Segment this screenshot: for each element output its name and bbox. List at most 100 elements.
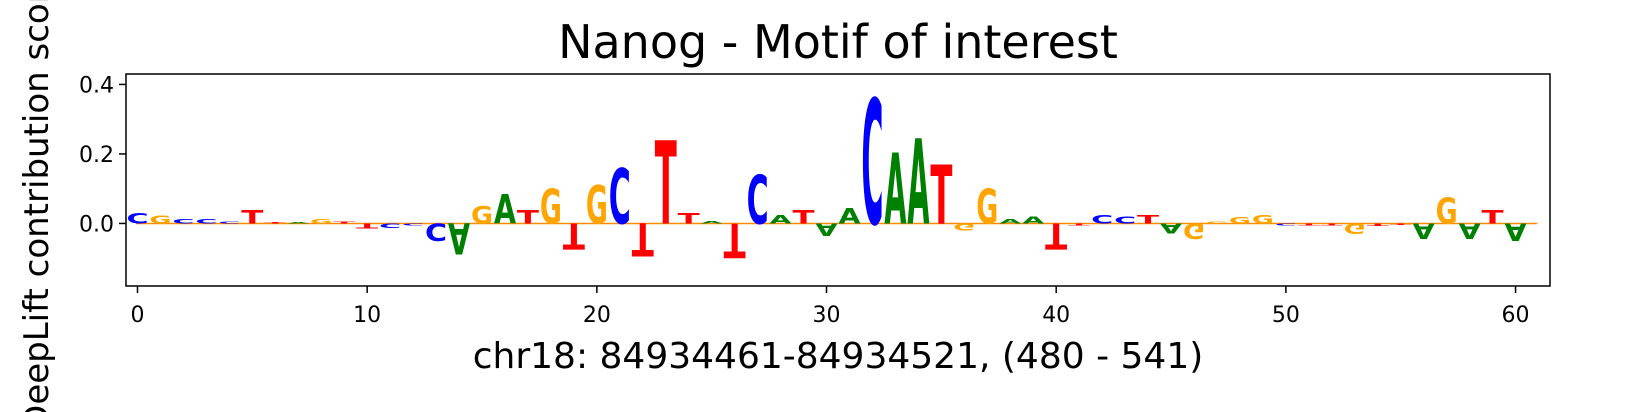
logo-letter-T-pos-19: T — [563, 214, 586, 256]
logo-letter-T-pos-24: T — [678, 210, 700, 227]
y-tick-label: 0.2 — [79, 143, 114, 168]
logo-letter-G-pos-18: G — [540, 180, 562, 235]
logo-letter-C-pos-27: C — [747, 163, 769, 240]
logo-letter-glyph: C — [1275, 223, 1297, 226]
logo-letter-T-pos-54: T — [1367, 222, 1389, 226]
y-axis-title-group: DeepLift contribution score — [17, 0, 57, 412]
logo-letter-A-pos-31: A — [838, 204, 861, 229]
logo-letter-C-pos-4: C — [218, 221, 240, 224]
logo-letter-glyph: T — [1482, 206, 1504, 228]
logo-letter-glyph: T — [517, 206, 539, 228]
logo-letter-G-pos-8: G — [310, 218, 332, 225]
logo-letter-glyph: T — [1137, 212, 1160, 226]
logo-letter-glyph: T — [563, 214, 586, 256]
logo-letter-glyph: C — [425, 217, 447, 244]
logo-letter-glyph: C — [402, 223, 424, 226]
logo-letter-glyph: T — [1321, 223, 1344, 226]
logo-letter-glyph: G — [149, 214, 171, 226]
logo-letter-G-pos-48: G — [1229, 216, 1251, 226]
logo-letter-C-pos-50: C — [1275, 223, 1297, 226]
logo-letter-glyph: T — [264, 222, 287, 224]
logo-letter-G-pos-36: G — [953, 221, 975, 232]
logo-letter-A-pos-39: A — [1022, 215, 1045, 226]
y-axis-title: DeepLift contribution score — [17, 0, 57, 412]
logo-letter-glyph: C — [195, 218, 217, 225]
logo-letter-T-pos-10: T — [356, 222, 378, 231]
logo-letter-glyph: A — [1160, 220, 1183, 236]
logo-letter-glyph: T — [356, 222, 378, 231]
logo-letter-glyph: G — [471, 201, 493, 229]
chart-title: Nanog - Motif of interest — [558, 15, 1118, 69]
x-tick-label: 20 — [583, 303, 611, 328]
logo-letter-G-pos-20: G — [586, 174, 608, 236]
logo-letter-A-pos-58: A — [1459, 218, 1482, 243]
logo-letter-glyph: T — [241, 206, 263, 228]
logo-letter-G-pos-15: G — [471, 201, 493, 229]
logo-letter-T-pos-52: T — [1321, 223, 1344, 226]
logo-letter-C-pos-0: C — [126, 210, 148, 227]
axes-frame — [125, 73, 1551, 287]
logo-letter-glyph: A — [838, 204, 861, 229]
logo-letter-glyph: G — [540, 180, 562, 235]
logo-letter-C-pos-11: C — [379, 222, 401, 229]
x-tick-label: 10 — [353, 303, 381, 328]
logo-letter-T-pos-51: T — [1298, 223, 1321, 226]
logo-letter-glyph: A — [1505, 217, 1528, 244]
logo-letter-T-pos-9: T — [333, 221, 356, 224]
x-tick-label: 0 — [130, 303, 144, 328]
logo-letter-glyph: C — [1091, 213, 1113, 227]
logo-letter-glyph: C — [172, 218, 194, 225]
logo-letter-A-pos-38: A — [999, 218, 1021, 225]
logo-letter-glyph: A — [907, 116, 929, 252]
logo-letter-A-pos-30: A — [815, 219, 837, 239]
logo-letter-glyph: A — [999, 218, 1021, 225]
logo-letter-glyph: T — [678, 210, 700, 227]
logo-letter-C-pos-32: C — [861, 66, 883, 265]
logo-letter-A-pos-34: A — [907, 116, 929, 252]
x-tick-label: 60 — [1502, 303, 1530, 328]
logo-letter-C-pos-3: C — [195, 218, 217, 225]
logo-letter-glyph: T — [1367, 222, 1389, 226]
logo-letter-glyph: T — [1390, 223, 1413, 225]
y-tick-label: 0.4 — [79, 73, 114, 98]
logo-letter-C-pos-42: C — [1091, 213, 1113, 227]
x-tick-label: 30 — [813, 303, 841, 328]
y-axis-ticks: 0.0 0.2 0.4 — [79, 73, 126, 237]
logo-letter-C-pos-21: C — [609, 152, 631, 241]
logo-letter-A-pos-16: A — [494, 188, 516, 234]
logo-letter-glyph: T — [655, 117, 677, 250]
plot-area: C G C C C T T A G T T C C C A G A T G T G C T T T A T C A TAA C A A T G G A A… — [126, 66, 1538, 268]
logo-letter-T-pos-41: T — [1068, 223, 1091, 226]
logo-letter-glyph: G — [1436, 192, 1458, 233]
logo-letter-glyph: T — [1068, 223, 1091, 226]
logo-letter-glyph: A — [494, 188, 516, 234]
logo-letter-C-pos-12: C — [402, 223, 424, 226]
logo-letter-G-pos-1: G — [149, 214, 171, 226]
x-axis-ticks: 0 10 20 30 40 50 60 — [130, 286, 1530, 328]
logo-letter-glyph: G — [1229, 216, 1251, 226]
logo-letter-T-pos-23: T — [655, 117, 677, 250]
logo-letter-glyph: C — [747, 163, 769, 240]
logo-letter-T-pos-17: T — [517, 206, 539, 228]
logo-letter-C-pos-43: C — [1114, 215, 1136, 226]
logo-letter-glyph: T — [1298, 223, 1321, 226]
logo-letter-glyph: A — [884, 132, 906, 246]
logo-letter-glyph: C — [126, 210, 148, 227]
logo-letter-glyph: T — [1045, 214, 1068, 256]
logo-letter-glyph: A — [287, 222, 310, 224]
logo-letter-glyph: A — [770, 213, 792, 227]
logo-letter-G-pos-57: G — [1436, 192, 1458, 233]
logo-letter-C-pos-13: C — [425, 217, 447, 244]
logo-letter-glyph: T — [724, 212, 746, 268]
logo-letter-G-pos-37: G — [976, 180, 998, 235]
logo-letter-glyph: A — [815, 219, 837, 239]
logo-letter-C-pos-2: C — [172, 218, 194, 225]
logo-letter-glyph: T — [632, 212, 654, 264]
x-tick-label: 40 — [1042, 303, 1070, 328]
logo-letter-glyph: G — [1206, 221, 1228, 224]
logo-letter-G-pos-46: G — [1183, 218, 1205, 244]
logo-letter-glyph: G — [976, 180, 998, 235]
x-axis-title: chr18: 84934461-84934521, (480 - 541) — [473, 336, 1204, 377]
logo-letter-A-pos-14: A — [448, 213, 470, 264]
